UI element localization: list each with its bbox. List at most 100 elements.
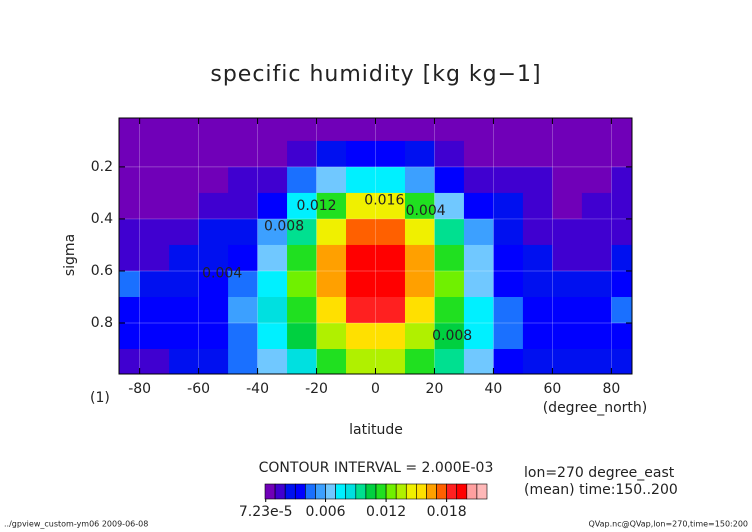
field-cell xyxy=(287,166,318,194)
field-cell xyxy=(346,270,376,298)
field-cell xyxy=(463,349,494,375)
footer-right: QVap.nc@QVap,lon=270,time=150:200 xyxy=(588,520,748,529)
field-cell xyxy=(316,323,347,350)
field-cell xyxy=(169,218,200,246)
field-cell xyxy=(346,296,376,324)
field-cell xyxy=(611,166,633,194)
field-cell xyxy=(522,118,553,142)
field-cell xyxy=(316,192,347,220)
field-cell xyxy=(119,218,141,246)
colorbar-cell xyxy=(305,483,316,500)
field-cell xyxy=(169,192,200,220)
field-cell xyxy=(198,349,229,375)
field-cell xyxy=(522,218,553,246)
field-cell xyxy=(581,349,612,375)
field-cell xyxy=(346,192,376,220)
field-cell xyxy=(375,296,406,324)
field-cell xyxy=(611,270,633,298)
field-cell xyxy=(611,118,633,142)
field-cell xyxy=(611,192,633,220)
colorbar-cell xyxy=(315,483,326,500)
contour-label: 0.016 xyxy=(364,193,404,209)
colorbar-cell xyxy=(446,483,458,500)
field-cell xyxy=(581,218,612,246)
field-cell xyxy=(375,118,406,142)
field-cell xyxy=(552,140,583,168)
field-cell xyxy=(434,296,465,324)
x-tick-label: -60 xyxy=(187,381,210,397)
field-cell xyxy=(139,218,170,246)
field-cell xyxy=(552,118,583,142)
colorbar-cell xyxy=(264,483,276,500)
field-cell xyxy=(228,140,259,168)
field-cell xyxy=(228,270,259,298)
x-tick-label: 20 xyxy=(426,381,444,397)
field-cell xyxy=(119,244,141,272)
field-cell xyxy=(139,323,170,350)
colorbar-cell xyxy=(325,483,336,500)
contour-label: 0.004 xyxy=(406,203,446,219)
field-cell xyxy=(434,140,465,168)
field-cell xyxy=(581,244,612,272)
field-cell xyxy=(434,192,465,220)
field-cell xyxy=(228,192,259,220)
field-cell xyxy=(169,118,200,142)
field-cell xyxy=(434,323,465,350)
field-cell xyxy=(581,140,612,168)
field-cell xyxy=(375,323,406,350)
colorbar-tick-label: 0.018 xyxy=(427,504,467,520)
field-cell xyxy=(169,166,200,194)
field-cell xyxy=(522,166,553,194)
field-cell xyxy=(404,244,435,272)
field-cell xyxy=(611,244,633,272)
field-cell xyxy=(581,323,612,350)
field-cell xyxy=(404,270,435,298)
colorbar-cell xyxy=(375,483,387,500)
field-cell xyxy=(316,349,347,375)
y-tick-label: 0.6 xyxy=(91,263,113,279)
field-cell xyxy=(522,296,553,324)
colorbar-cell xyxy=(426,483,437,500)
field-cell xyxy=(552,166,583,194)
field-cell xyxy=(316,270,347,298)
field-cell xyxy=(139,296,170,324)
x-tick-label: -20 xyxy=(305,381,328,397)
field-cell xyxy=(375,140,406,168)
colorbar-cell xyxy=(405,483,417,500)
field-cell xyxy=(198,192,229,220)
x-tick-label: 40 xyxy=(485,381,503,397)
field-cell xyxy=(257,270,288,298)
field-cell xyxy=(257,218,288,246)
contour-interval: CONTOUR INTERVAL = 2.000E-03 xyxy=(259,460,494,476)
field-cell xyxy=(463,270,494,298)
field-cell xyxy=(257,140,288,168)
field-cell xyxy=(375,166,406,194)
x-axis-label: latitude xyxy=(349,422,403,438)
field-cell xyxy=(257,192,288,220)
colorbar-cell xyxy=(355,483,367,500)
field-cell xyxy=(493,323,524,350)
field-cell xyxy=(228,296,259,324)
field-cell xyxy=(463,218,494,246)
field-cell xyxy=(434,218,465,246)
chart-title: specific humidity [kg kg−1] xyxy=(210,62,541,87)
field-cell xyxy=(119,140,141,168)
field-cell xyxy=(493,218,524,246)
field-cell xyxy=(287,296,318,324)
field-cell xyxy=(375,270,406,298)
field-cell xyxy=(287,270,318,298)
y-axis-label: sigma xyxy=(62,234,78,276)
x-tick-label: 60 xyxy=(543,381,561,397)
field-cell xyxy=(257,296,288,324)
field-cell xyxy=(198,296,229,324)
field-cell xyxy=(611,218,633,246)
field-cell xyxy=(522,244,553,272)
colorbar-cell xyxy=(335,483,347,500)
field-cell xyxy=(375,244,406,272)
field-cell xyxy=(552,218,583,246)
field-cell xyxy=(552,192,583,220)
colorbar-cell xyxy=(466,483,478,500)
field-cell xyxy=(287,192,318,220)
y-tick-label: 0.2 xyxy=(91,159,113,175)
field-cell xyxy=(119,296,141,324)
